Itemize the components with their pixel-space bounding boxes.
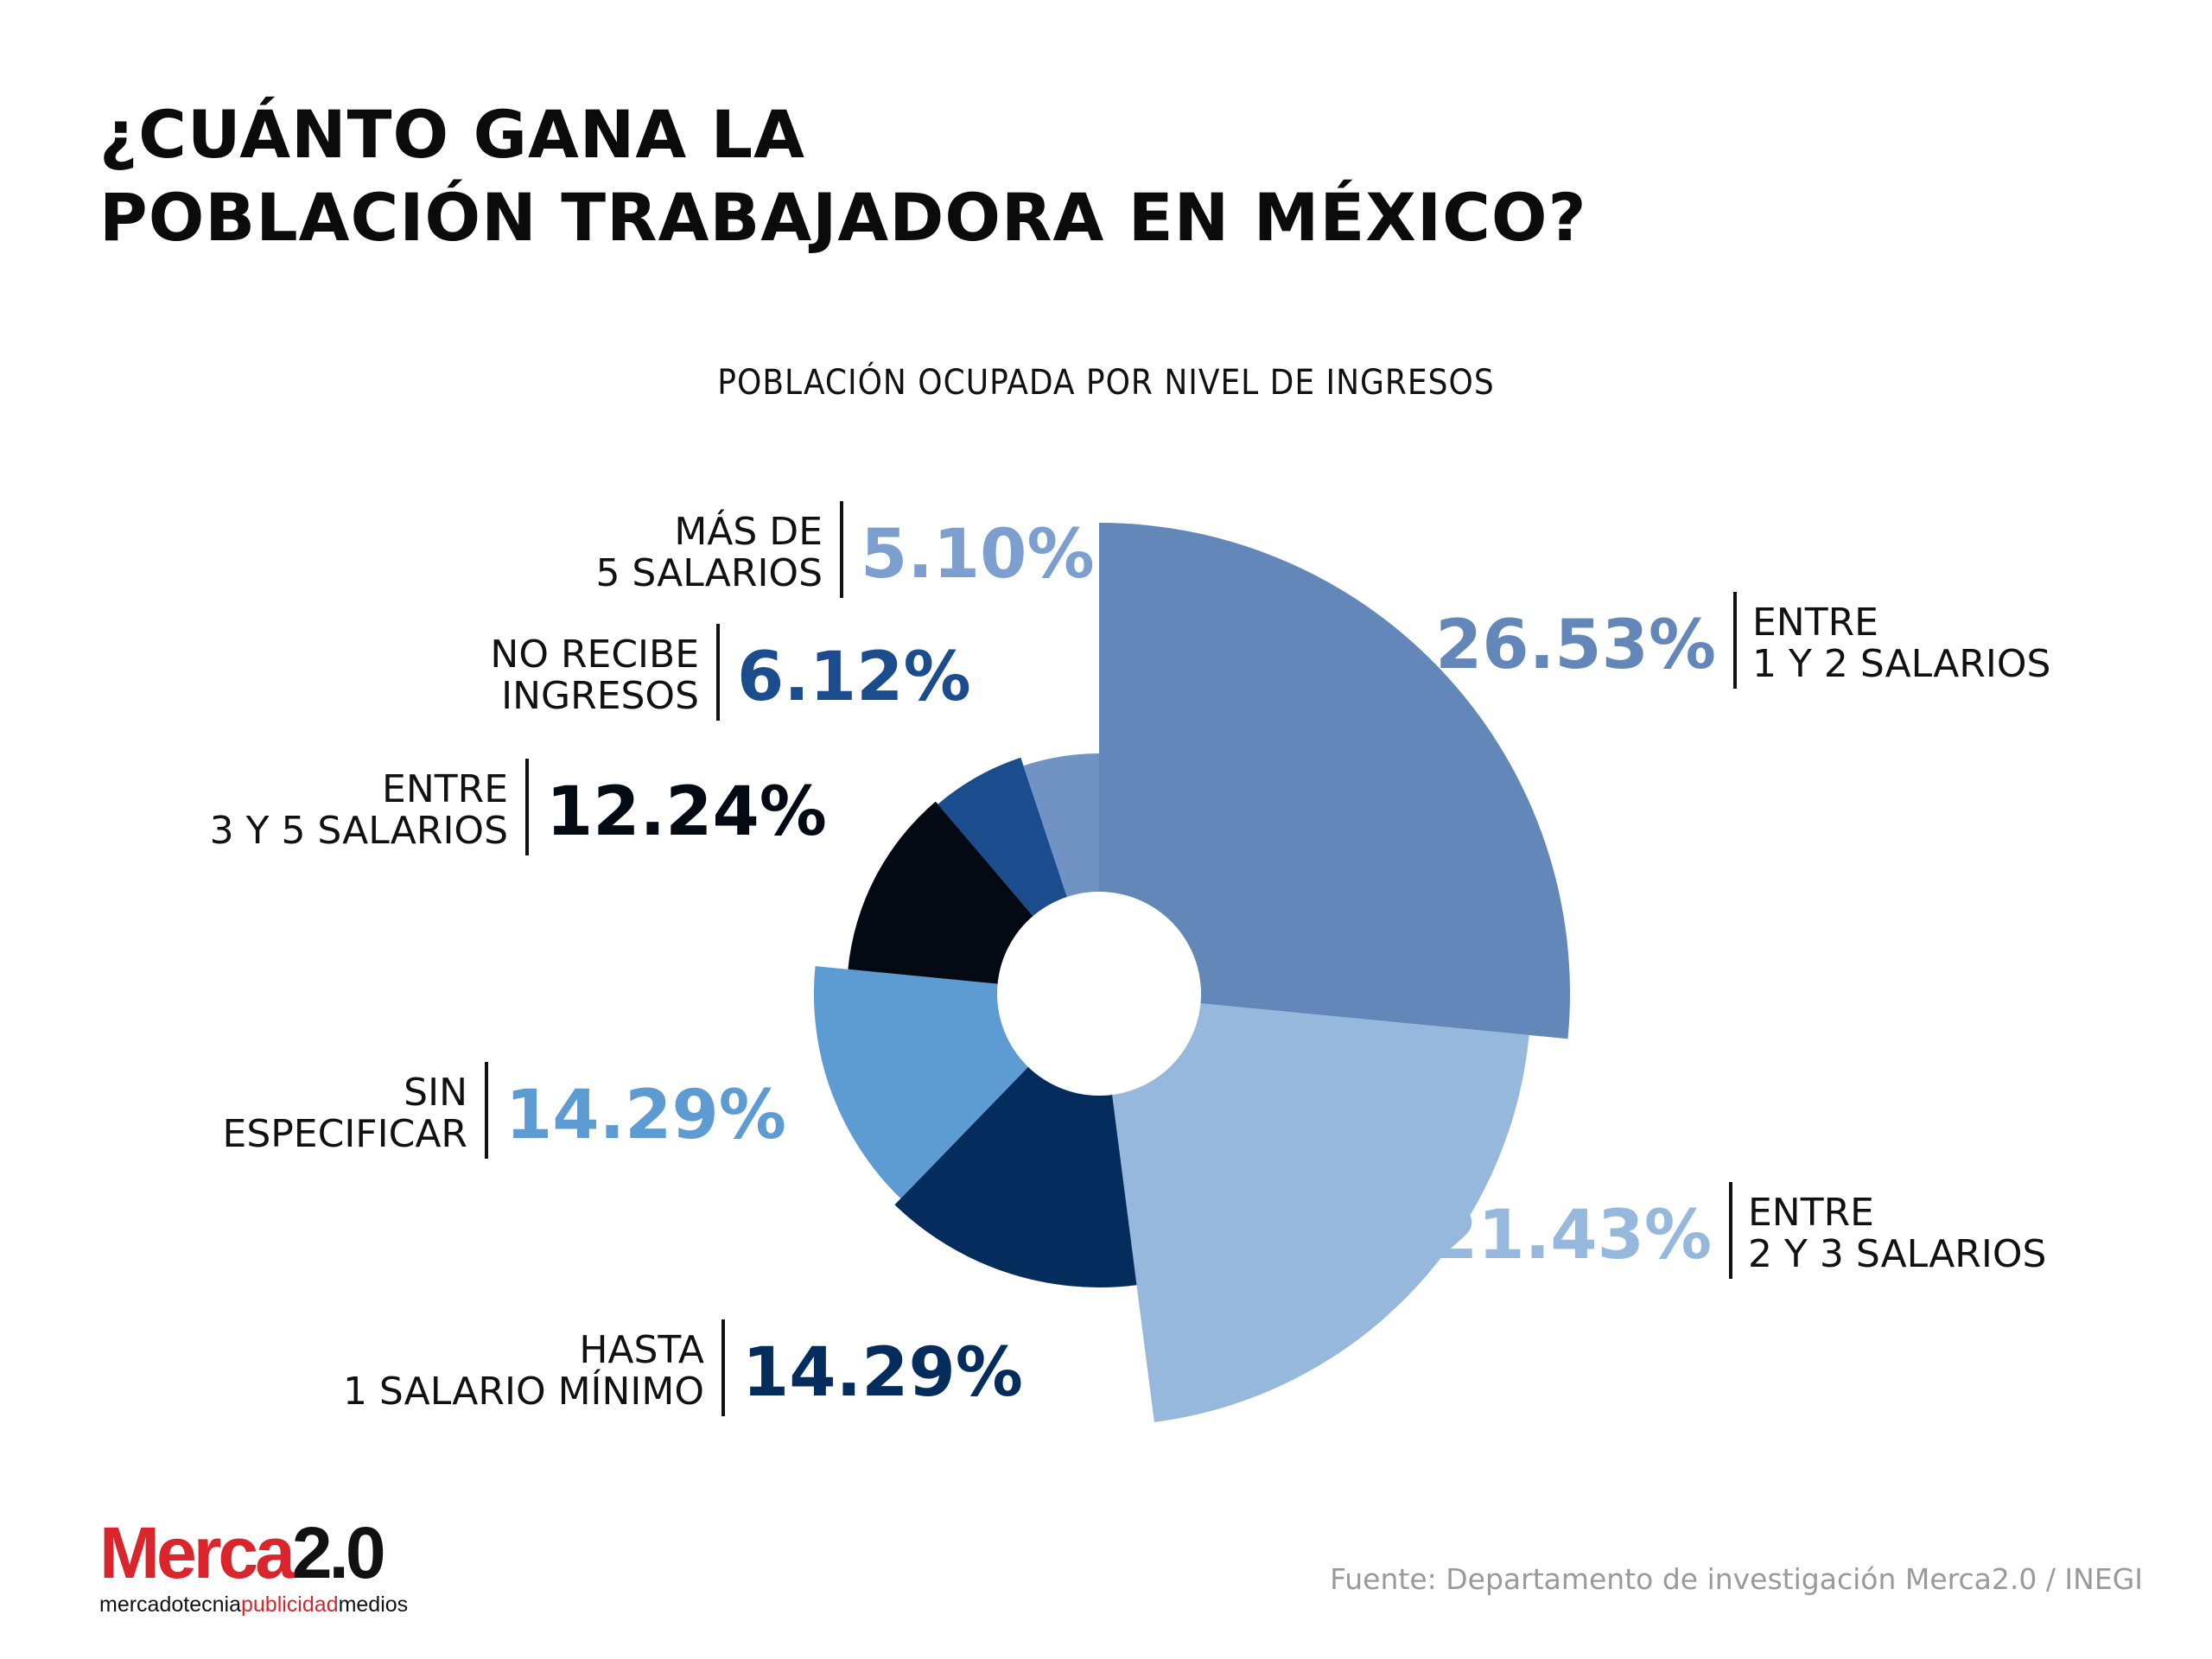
- slice-category-label: SIN ESPECIFICAR: [223, 1071, 467, 1156]
- logo-wordmark: Merca2.0: [99, 1512, 386, 1593]
- slice-value-label: 5.10%: [861, 516, 1095, 594]
- slice-label-group-7: MÁS DE 5 SALARIOS 5.10%: [595, 501, 1095, 598]
- slice-label-group-1: ENTRE 1 Y 2 SALARIOS 26.53%: [1435, 592, 2050, 689]
- slice-label-group-3: HASTA 1 SALARIO MÍNIMO 14.29%: [343, 1319, 1023, 1416]
- logo-tagline: mercadotecniapublicidadmedios: [99, 1592, 409, 1617]
- title-line-1: ¿CUÁNTO GANA LA: [99, 96, 805, 173]
- slice-category-label: HASTA 1 SALARIO MÍNIMO: [343, 1328, 704, 1414]
- slice-category-label: ENTRE 1 Y 2 SALARIOS: [1752, 601, 2050, 686]
- slice-category-label: ENTRE 3 Y 5 SALARIOS: [210, 767, 508, 853]
- slice-value-label: 26.53%: [1435, 607, 1716, 684]
- pie-labels: ENTRE 1 Y 2 SALARIOS 26.53% ENTRE 2 Y 3 SALA…: [210, 501, 2050, 1416]
- slice-label-group-2: ENTRE 2 Y 3 SALARIOS 21.43%: [1431, 1182, 2046, 1279]
- slice-value-label: 14.29%: [742, 1334, 1023, 1412]
- source-note: Fuente: Departamento de investigación Me…: [1330, 1562, 2143, 1596]
- slice-category-label: MÁS DE 5 SALARIOS: [595, 508, 823, 595]
- chart-subtitle: POBLACIÓN OCUPADA POR NIVEL DE INGRESOS: [717, 363, 1495, 403]
- pie-slice-2: [1099, 994, 1529, 1422]
- pie-center-hole: [997, 892, 1201, 1096]
- slice-label-group-6: NO RECIBE INGRESOS 6.12%: [490, 624, 971, 721]
- slice-value-label: 14.29%: [505, 1077, 786, 1154]
- slice-label-group-5: ENTRE 3 Y 5 SALARIOS 12.24%: [210, 759, 827, 855]
- slice-category-label: NO RECIBE INGRESOS: [490, 632, 699, 718]
- slice-label-group-4: SIN ESPECIFICAR 14.29%: [223, 1062, 786, 1159]
- slice-value-label: 6.12%: [737, 639, 971, 716]
- slice-value-label: 12.24%: [546, 773, 827, 851]
- slice-category-label: ENTRE 2 Y 3 SALARIOS: [1748, 1191, 2046, 1276]
- merca-logo: Merca2.0 mercadotecniapublicidadmedios: [99, 1516, 408, 1618]
- title-line-2: POBLACIÓN TRABAJADORA EN MÉXICO?: [99, 179, 1587, 256]
- page-title: ¿CUÁNTO GANA LA POBLACIÓN TRABAJADORA EN…: [99, 93, 1587, 259]
- slice-value-label: 21.43%: [1431, 1197, 1712, 1274]
- pie-slice-1: [1099, 523, 1571, 1039]
